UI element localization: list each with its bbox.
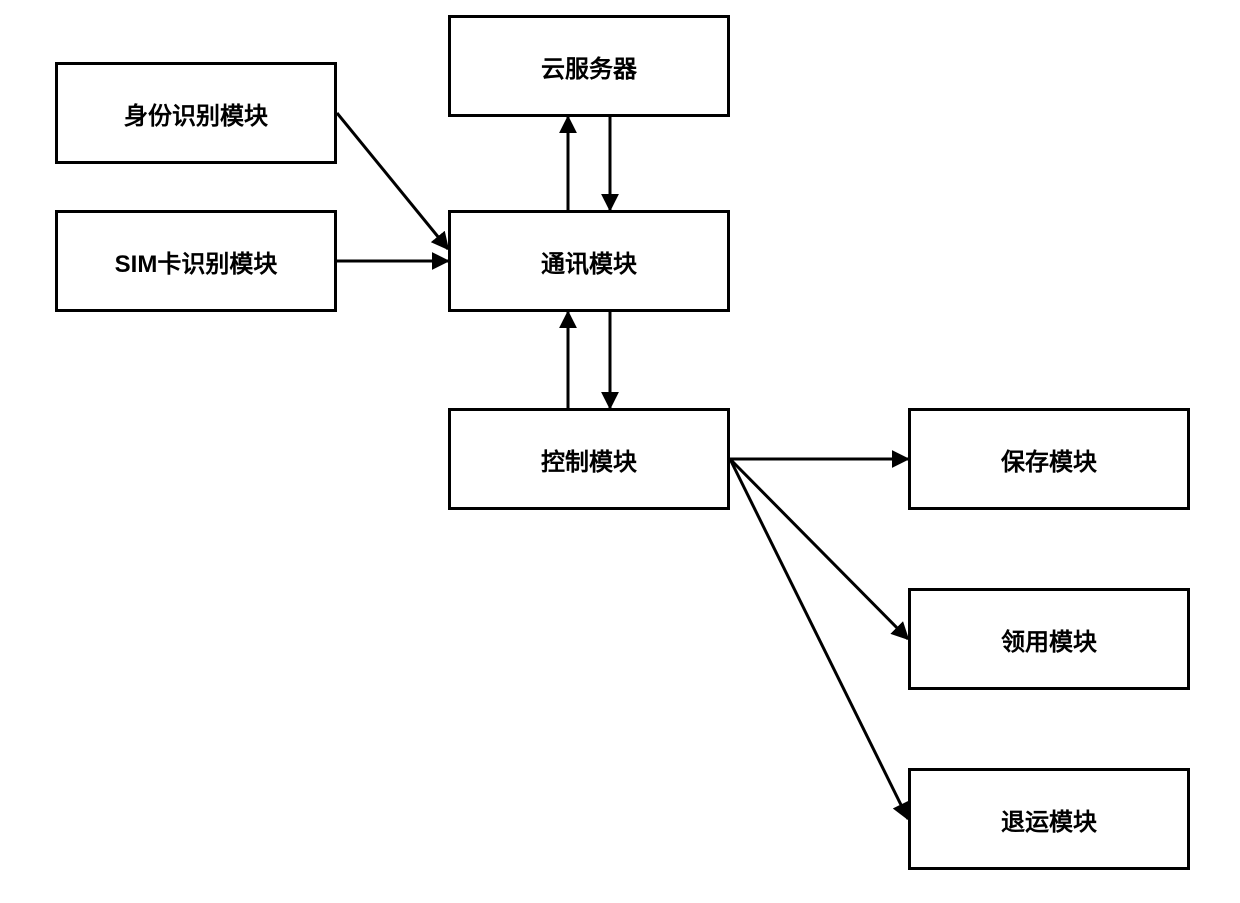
node-label: 通讯模块	[541, 244, 637, 279]
node-identity: 身份识别模块	[55, 62, 337, 164]
node-label: SIM卡识别模块	[115, 244, 278, 279]
node-label: 保存模块	[1001, 442, 1097, 477]
node-save: 保存模块	[908, 408, 1190, 510]
edge	[337, 113, 448, 249]
node-cloud: 云服务器	[448, 15, 730, 117]
edge	[730, 459, 908, 819]
node-label: 控制模块	[541, 442, 637, 477]
node-comm: 通讯模块	[448, 210, 730, 312]
node-label: 退运模块	[1001, 802, 1097, 837]
node-return: 退运模块	[908, 768, 1190, 870]
node-label: 领用模块	[1001, 622, 1097, 657]
node-sim: SIM卡识别模块	[55, 210, 337, 312]
diagram-canvas: 身份识别模块 SIM卡识别模块 云服务器通讯模块控制模块 保存模块领用模块退运模块	[0, 0, 1240, 903]
node-label: 云服务器	[541, 49, 637, 84]
node-label: 身份识别模块	[124, 96, 268, 131]
node-control: 控制模块	[448, 408, 730, 510]
edge	[730, 459, 908, 639]
node-receive: 领用模块	[908, 588, 1190, 690]
